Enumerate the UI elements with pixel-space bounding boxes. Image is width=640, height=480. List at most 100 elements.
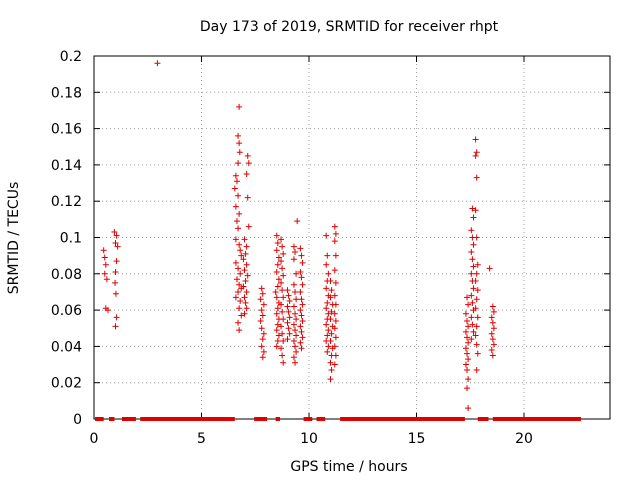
data-point <box>113 232 120 239</box>
data-point <box>154 60 161 67</box>
data-point <box>258 307 265 314</box>
data-point <box>238 312 245 319</box>
data-point <box>325 343 332 350</box>
data-point <box>112 239 119 246</box>
data-point <box>327 337 334 344</box>
data-point <box>331 343 338 350</box>
data-point <box>469 321 476 328</box>
data-point <box>293 296 300 303</box>
data-point <box>232 236 239 243</box>
data-point <box>332 317 339 324</box>
data-point <box>470 214 477 221</box>
data-point <box>474 261 481 268</box>
y-tick-label: 0.1 <box>60 231 82 247</box>
data-point <box>462 328 469 335</box>
data-point <box>465 339 472 346</box>
scatter-points <box>100 60 497 412</box>
data-point <box>490 341 497 348</box>
x-tick-label: 0 <box>90 431 99 447</box>
data-point <box>331 238 338 245</box>
data-point <box>284 287 291 294</box>
data-point <box>299 301 306 308</box>
data-point <box>465 323 472 330</box>
data-point <box>324 299 331 306</box>
data-point <box>464 366 471 373</box>
x-tick-label: 20 <box>515 431 533 447</box>
data-point <box>241 294 248 301</box>
data-point <box>473 341 480 348</box>
data-point <box>279 265 286 272</box>
y-tick-label: 0.18 <box>51 85 82 101</box>
data-point <box>332 352 339 359</box>
data-point <box>101 270 108 277</box>
data-point <box>490 325 497 332</box>
data-point <box>298 328 305 335</box>
data-point <box>103 276 110 283</box>
data-point <box>331 325 338 332</box>
data-point <box>242 299 249 306</box>
data-point <box>235 265 242 272</box>
x-tick-label: 5 <box>197 431 206 447</box>
data-point <box>473 270 480 277</box>
data-point <box>278 301 285 308</box>
data-point <box>469 205 476 212</box>
data-point <box>470 241 477 248</box>
data-point <box>297 268 304 275</box>
data-point <box>114 243 121 250</box>
data-point <box>258 325 265 332</box>
data-point <box>323 232 330 239</box>
y-tick-label: 0.12 <box>51 194 82 210</box>
data-point <box>235 160 242 167</box>
data-point <box>100 247 107 254</box>
data-point <box>244 194 251 201</box>
data-point <box>468 270 475 277</box>
data-point <box>473 296 480 303</box>
data-point <box>299 259 306 266</box>
data-point <box>473 234 480 241</box>
data-point <box>470 328 477 335</box>
data-point <box>293 348 300 355</box>
data-point <box>241 267 248 274</box>
data-point <box>235 132 242 139</box>
data-point <box>278 279 285 286</box>
data-point <box>327 359 334 366</box>
data-point <box>324 252 331 259</box>
data-point <box>293 316 300 323</box>
data-point <box>112 323 119 330</box>
grid-lines <box>94 56 610 419</box>
data-point <box>489 336 496 343</box>
data-point <box>328 366 335 373</box>
data-point <box>472 207 479 214</box>
data-point <box>290 256 297 263</box>
data-point <box>292 359 299 366</box>
data-point <box>464 334 471 341</box>
data-point <box>290 303 297 310</box>
y-tick-label: 0.2 <box>60 49 82 65</box>
data-point <box>231 185 238 192</box>
data-point <box>102 261 109 268</box>
data-point <box>275 254 282 261</box>
data-point <box>297 307 304 314</box>
data-point <box>243 170 250 177</box>
data-point <box>236 305 243 312</box>
data-point <box>280 272 287 279</box>
data-point <box>240 256 247 263</box>
data-point <box>273 268 280 275</box>
plot-frame <box>93 55 611 420</box>
data-point <box>469 256 476 263</box>
data-point <box>332 230 339 237</box>
data-point <box>465 405 472 412</box>
data-point <box>464 350 471 357</box>
data-point <box>290 321 297 328</box>
data-point <box>462 310 469 317</box>
data-point <box>273 247 280 254</box>
data-point <box>232 172 239 179</box>
data-point <box>332 301 339 308</box>
data-point <box>280 359 287 366</box>
data-point <box>332 334 339 341</box>
data-point <box>235 288 242 295</box>
data-point <box>331 292 338 299</box>
x-tick-labels: 0 5 10 15 20 <box>90 431 533 447</box>
data-point <box>286 314 293 321</box>
